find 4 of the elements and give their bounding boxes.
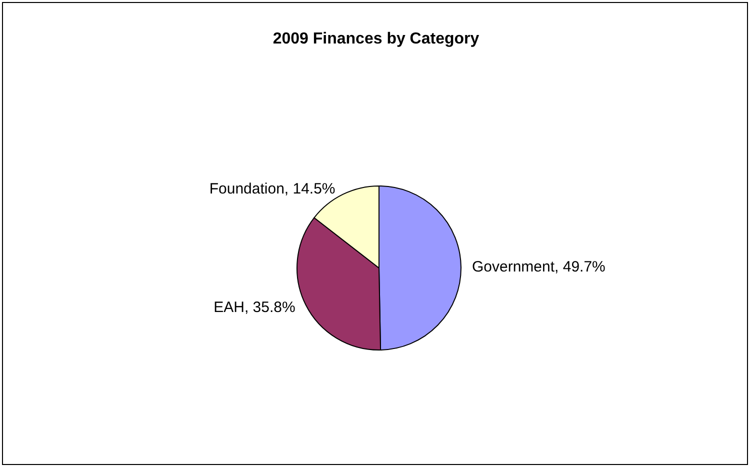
slice-label: Government, 49.7% [472,258,606,276]
slice-label: Foundation, 14.5% [209,180,336,198]
chart-title: 2009 Finances by Category [272,30,480,48]
slice-label: EAH, 35.8% [214,298,296,316]
